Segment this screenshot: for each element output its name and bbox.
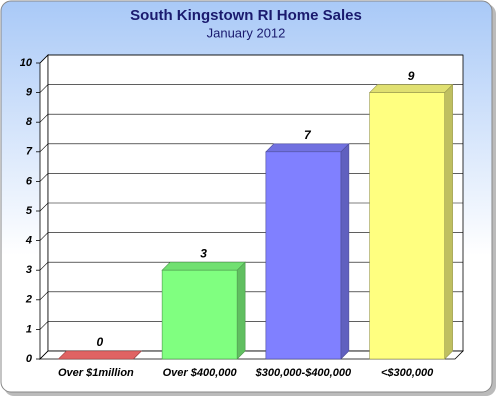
grid-line	[39, 113, 463, 123]
y-tick-label: 3	[26, 264, 32, 276]
y-tick-label: 0	[26, 353, 33, 365]
value-label: 0	[97, 335, 104, 349]
value-label: 9	[408, 69, 415, 83]
y-tick-label: 1	[26, 323, 32, 335]
y-tick-label: 2	[25, 294, 32, 306]
y-tick-label: 4	[25, 235, 32, 247]
y-tick-label: 6	[26, 175, 33, 187]
y-tick-label: 8	[26, 116, 33, 128]
bar-top	[57, 350, 143, 360]
y-tick-label: 5	[26, 205, 33, 217]
x-tick-label: <$300,000	[381, 367, 434, 379]
bar-top	[368, 84, 454, 93]
grid-line	[39, 84, 463, 93]
bar-side	[340, 143, 350, 360]
bar	[161, 269, 238, 360]
chart-title: South Kingstown RI Home Sales	[130, 7, 362, 24]
bar-side	[236, 261, 246, 360]
x-tick-label: $300,000-$400,000	[255, 367, 352, 379]
chart-subtitle: January 2012	[207, 25, 286, 40]
bar	[369, 92, 445, 360]
value-label: 7	[304, 128, 312, 142]
bar	[265, 151, 342, 360]
bar-top	[161, 261, 246, 271]
x-tick-label: Over $1million	[58, 367, 134, 379]
y-tick-label: 10	[20, 57, 33, 69]
grid-line	[39, 54, 463, 64]
y-tick-label: 7	[26, 146, 33, 158]
bar-top	[265, 143, 350, 153]
value-label: 3	[200, 246, 207, 260]
y-tick-label: 9	[26, 87, 33, 99]
bar-side	[444, 83, 453, 360]
x-tick-label: Over $400,000	[163, 367, 238, 379]
